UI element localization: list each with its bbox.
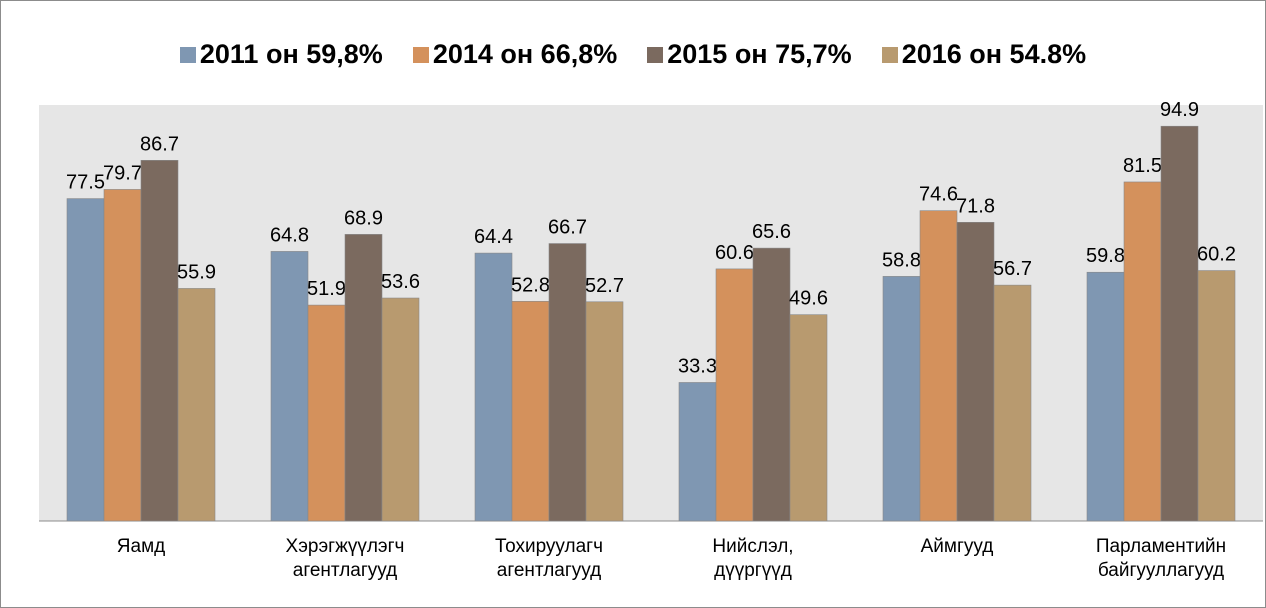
data-label: 77.5 [66, 172, 105, 194]
data-label: 68.9 [344, 207, 383, 229]
data-label: 55.9 [177, 261, 216, 283]
data-label: 51.9 [307, 278, 346, 300]
data-label: 66.7 [548, 217, 587, 239]
bar [344, 234, 383, 522]
legend-label: 2014 он 66,8% [432, 39, 618, 69]
bar [585, 301, 624, 522]
legend-label: 2015 он 75,7% [667, 39, 852, 69]
bar [752, 247, 791, 522]
x-tick-label: Аймгууд [920, 536, 994, 557]
legend-item: 2015 он 75,7% [647, 39, 852, 70]
data-label: 74.6 [919, 184, 958, 206]
data-label: 71.8 [956, 195, 995, 217]
bar [919, 210, 958, 522]
x-tick-label: Парламентийн байгууллагууд [1095, 536, 1227, 581]
bar [993, 284, 1032, 522]
legend-item: 2011 он 59,8% [179, 39, 383, 70]
bar [270, 251, 309, 522]
legend-label: 2011 он 59,8% [199, 39, 383, 69]
data-label: 53.6 [381, 271, 420, 293]
data-label: 65.6 [752, 221, 791, 243]
x-tick-label: Яамд [116, 536, 166, 557]
bar [789, 314, 828, 522]
data-label: 94.9 [1160, 99, 1199, 121]
data-label: 60.2 [1197, 244, 1236, 266]
x-tick-label: Нийслэл, дүүргүүд [712, 536, 794, 581]
data-label: 58.8 [882, 249, 921, 271]
legend: 2011 он 59,8% 2014 он 66,8% 2015 он 75,7% 2… [1, 39, 1265, 70]
legend-swatch [412, 46, 429, 63]
x-tick-label: Тохируулагч агентлагууд [494, 536, 603, 581]
bar [511, 301, 550, 522]
bar [1086, 271, 1125, 522]
legend-swatch [179, 46, 196, 63]
x-tick-label: Хэрэгжүүлэгч агентлагууд [285, 536, 405, 581]
data-label: 52.8 [511, 274, 550, 296]
legend-label: 2016 он 54.8% [901, 39, 1087, 69]
bar [474, 252, 513, 522]
data-label: 64.4 [474, 226, 513, 248]
data-label: 86.7 [140, 133, 179, 155]
bar [177, 288, 216, 522]
bar [103, 189, 142, 522]
legend-item: 2014 он 66,8% [412, 39, 618, 70]
data-label: 60.6 [715, 242, 754, 264]
bar [882, 276, 921, 522]
data-label: 59.8 [1086, 245, 1125, 267]
legend-item: 2016 он 54.8% [881, 39, 1087, 70]
bar [140, 160, 179, 522]
data-label: 81.5 [1123, 155, 1162, 177]
bar [1197, 270, 1236, 522]
plot-area [39, 105, 1263, 521]
data-label: 79.7 [103, 162, 142, 184]
legend-swatch [881, 46, 898, 63]
legend-swatch [647, 46, 664, 63]
data-label: 52.7 [585, 275, 624, 297]
bar [678, 382, 717, 522]
data-label: 49.6 [789, 288, 828, 310]
bar [548, 243, 587, 522]
data-label: 56.7 [993, 258, 1032, 280]
bar [307, 304, 346, 522]
bar [715, 268, 754, 522]
bar [381, 297, 420, 522]
bar [1160, 125, 1199, 522]
data-label: 33.3 [678, 355, 717, 377]
bar [956, 222, 995, 522]
bar [66, 198, 105, 522]
data-label: 64.8 [270, 224, 309, 246]
bar [1123, 181, 1162, 522]
